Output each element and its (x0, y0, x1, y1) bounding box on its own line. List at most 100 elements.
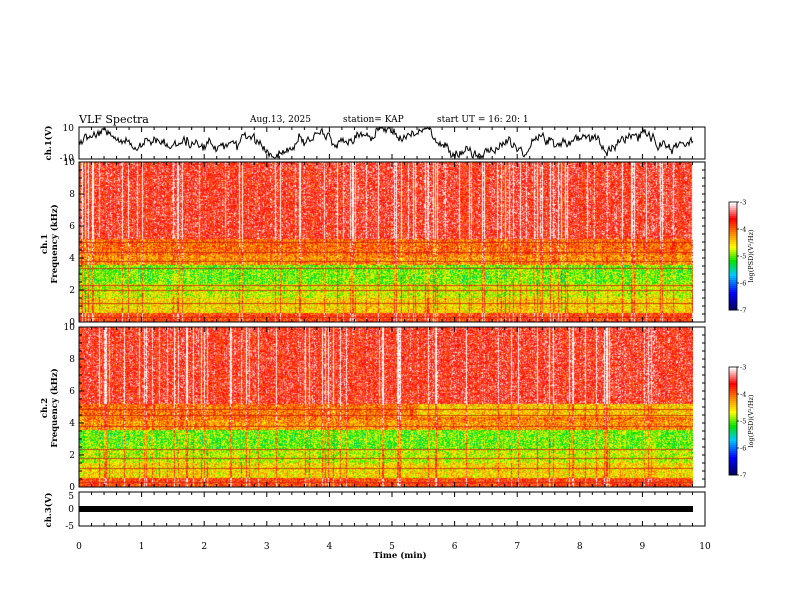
ch1-colorbar-swatch (729, 248, 737, 251)
time-axis-tick-label: 10 (699, 542, 711, 552)
ch1-colorbar-swatch (729, 234, 737, 237)
ch1-spectrogram-image (79, 162, 693, 322)
ch2-colorbar-swatch (729, 401, 737, 404)
time-axis-tick-label: 0 (76, 542, 82, 552)
ch3-waveform-panel: 5 0 -5 ch.3(V) 0 1 2 3 4 5 6 7 8 9 10 Time (min) (43, 491, 711, 561)
ch2-colorbar-swatch (729, 447, 737, 450)
ch2-colorbar-swatch (729, 373, 737, 376)
ch2-spectrogram-ytick-label: 4 (69, 419, 75, 429)
ch3-ylabel: ch.3(V) (43, 493, 54, 528)
ch2-colorbar-swatch (729, 409, 737, 412)
ch3-waveform-trace (79, 506, 693, 512)
ch1-colorbar-swatch (729, 282, 737, 285)
ch2-colorbar-swatch (729, 389, 737, 392)
ch1-spectrogram-ytick-label: 8 (69, 190, 75, 200)
chart-title: VLF Spectra (78, 113, 149, 126)
time-axis-ticks: 0 1 2 3 4 5 6 7 8 9 10 (76, 492, 711, 552)
ch1-colorbar-swatch (729, 256, 737, 259)
ch1-colorbar-swatch (729, 280, 737, 283)
ch1-colorbar-swatch (729, 218, 737, 221)
ch2-colorbar-swatch (729, 419, 737, 422)
ch2-colorbar-swatch (729, 403, 737, 406)
ch2-colorbar-swatch (729, 421, 737, 424)
ch2-colorbar-swatch (729, 369, 737, 372)
ch2-colorbar-swatch (729, 391, 737, 394)
time-axis-tick-label: 1 (139, 542, 145, 552)
ch1-colorbar-swatch (729, 254, 737, 257)
ch2-colorbar-swatch (729, 407, 737, 410)
ch2-colorbar-swatch (729, 465, 737, 468)
time-axis-tick-label: 5 (389, 542, 395, 552)
ch1-colorbar-swatch (729, 288, 737, 291)
ch1-ylabel-frequency: Frequency (kHz) (49, 204, 60, 283)
ch2-colorbar-swatch (729, 457, 737, 460)
ch1-colorbar-swatch (729, 300, 737, 303)
ch1-colorbar-swatch (729, 306, 737, 309)
ch1-colorbar-swatch (729, 304, 737, 307)
ch2-ylabel-channel: ch.2 (40, 398, 50, 418)
time-axis-tick-label: 7 (514, 542, 520, 552)
ch2-colorbar-swatch (729, 379, 737, 382)
ch3-ytick-top: 5 (68, 492, 74, 502)
ch2-colorbar-swatch (729, 459, 737, 462)
ch2-spectrogram-ytick-label: 2 (69, 451, 75, 461)
ch1-colorbar-swatch (729, 238, 737, 241)
ch1-colorbar-swatch (729, 212, 737, 215)
ch1-colorbar-swatch (729, 294, 737, 297)
ch2-spectrogram-ytick-label: 0 (69, 483, 75, 493)
ch1-colorbar-label: log(PSD)(V²/Hz) (747, 229, 755, 282)
ch2-spectrogram-ytick-label: 10 (64, 323, 76, 333)
ch1-colorbar-swatch (729, 250, 737, 253)
ch1-colorbar-swatch (729, 264, 737, 267)
ch1-ytick-bottom: -10 (60, 154, 75, 164)
ch1-colorbar-swatch (729, 298, 737, 301)
ch2-colorbar-swatch (729, 375, 737, 378)
ch1-ylabel-channel: ch.1 (40, 234, 50, 254)
ch2-colorbar-swatch (729, 425, 737, 428)
ch1-spectrogram-ytick-label: 4 (69, 254, 75, 264)
ch1-waveform-trace (78, 126, 694, 160)
ch2-colorbar-swatch (729, 399, 737, 402)
ch2-colorbar-swatch (729, 435, 737, 438)
ch2-colorbar-swatch (729, 441, 737, 444)
ch1-colorbar-swatch (729, 276, 737, 279)
ch2-colorbar-swatch (729, 385, 737, 388)
ch1-colorbar-swatch (729, 274, 737, 277)
time-axis-tick-label: 6 (452, 542, 458, 552)
ch2-colorbar-swatch (729, 443, 737, 446)
ch2-colorbar-swatch (729, 413, 737, 416)
ch2-colorbar-swatch (729, 381, 737, 384)
time-axis-tick-label: 3 (264, 542, 270, 552)
ch1-colorbar-swatch (729, 228, 737, 231)
ch1-colorbar-swatch (729, 246, 737, 249)
ch2-colorbar-swatch (729, 377, 737, 380)
time-axis-label: Time (min) (373, 550, 426, 561)
ch1-colorbar-swatch (729, 226, 737, 229)
ch1-colorbar-swatch (729, 236, 737, 239)
ch1-colorbar-swatch (729, 258, 737, 261)
ch1-colorbar-swatch (729, 210, 737, 213)
ch1-colorbar-swatch (729, 266, 737, 269)
ch1-colorbar-swatch (729, 296, 737, 299)
ch1-colorbar-swatch (729, 230, 737, 233)
ch1-colorbar-swatch (729, 308, 737, 311)
ch1-colorbar-tick-label: -5 (740, 253, 746, 261)
ch1-colorbar-swatch (729, 216, 737, 219)
ch2-colorbar-swatch (729, 471, 737, 474)
ch1-spectrogram-ytick-label: 0 (69, 318, 75, 328)
ch1-colorbar-tick-label: -6 (740, 280, 746, 288)
ch1-colorbar-swatch (729, 268, 737, 271)
ch1-colorbar-swatch (729, 284, 737, 287)
ch1-spectrogram-panel: 0 2 4 6 8 10 ch.1 Frequency (kHz) -3 -4 -5 -6 -7 l… (40, 158, 755, 328)
ch2-colorbar-swatch (729, 463, 737, 466)
ch2-colorbar-tick-label: -7 (740, 472, 746, 480)
ch2-colorbar-swatch (729, 393, 737, 396)
ch2-colorbar-label: log(PSD)(V²/Hz) (747, 394, 755, 447)
start-time-label: start UT = 16: 20: 1 (437, 115, 529, 125)
ch2-colorbar: -3 -4 -5 -6 -7 log(PSD)(V²/Hz) (728, 364, 755, 480)
ch2-colorbar-swatch (729, 453, 737, 456)
ch2-spectrogram-ytick-label: 6 (69, 387, 75, 397)
ch2-colorbar-swatch (729, 417, 737, 420)
ch1-colorbar-swatch (729, 290, 737, 293)
ch1-colorbar-swatch (729, 262, 737, 265)
